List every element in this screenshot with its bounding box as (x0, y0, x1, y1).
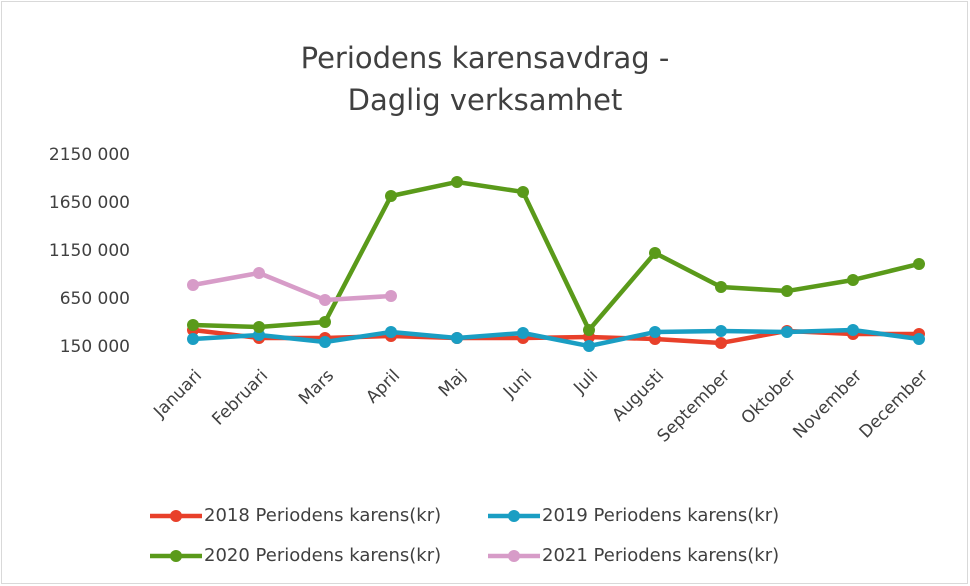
y-tick-label: 1150 000 (49, 241, 130, 261)
data-point (451, 331, 463, 344)
series-line (192, 327, 920, 349)
legend-label: 2020 Periodens karens(kr) (204, 545, 441, 566)
chart-title: Daglig verksamhet (348, 83, 623, 117)
data-point (319, 293, 331, 306)
data-point (451, 175, 463, 188)
data-point (187, 278, 199, 291)
data-point (385, 189, 397, 202)
data-point (715, 281, 727, 293)
data-point (715, 336, 727, 349)
data-point (781, 326, 793, 339)
data-point (517, 326, 529, 339)
series-line (192, 270, 392, 303)
legend-label: 2021 Periodens karens(kr) (542, 545, 779, 566)
data-point (913, 257, 925, 270)
data-point (385, 326, 397, 339)
chart-title: Periodens karensavdrag - (301, 41, 670, 75)
data-point (253, 266, 265, 279)
legend-label: 2019 Periodens karens(kr) (542, 505, 779, 526)
data-point (913, 333, 925, 346)
data-point (319, 316, 331, 329)
y-tick-label: 2150 000 (49, 145, 130, 165)
data-point (517, 185, 529, 198)
data-point (583, 340, 595, 353)
data-point (649, 247, 661, 260)
data-point (715, 324, 727, 337)
data-point (781, 285, 793, 298)
data-point (847, 273, 859, 286)
data-point (187, 319, 199, 332)
y-tick-label: 650 000 (60, 289, 130, 309)
data-point (385, 290, 397, 303)
legend-marker (170, 510, 182, 522)
y-tick-label: 1650 000 (49, 193, 130, 213)
data-point (847, 324, 859, 337)
legend-marker (508, 550, 520, 562)
legend-label: 2018 Periodens karens(kr) (204, 505, 441, 526)
series-line (192, 179, 920, 333)
y-tick-label: 150 000 (60, 337, 130, 357)
data-point (187, 333, 199, 346)
data-point (583, 324, 595, 337)
legend-marker (508, 510, 520, 522)
legend-marker (170, 550, 182, 562)
data-point (319, 336, 331, 349)
data-point (649, 326, 661, 339)
data-point (253, 321, 265, 334)
